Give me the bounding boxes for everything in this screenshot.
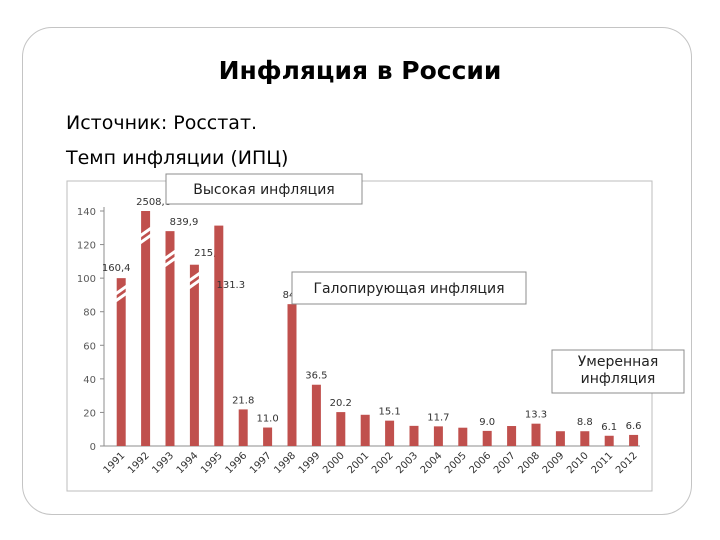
axis-break-mark bbox=[136, 231, 155, 247]
x-tick-label: 2001 bbox=[346, 450, 372, 476]
y-tick-label: 120 bbox=[77, 241, 96, 252]
bar-1996 bbox=[238, 409, 248, 446]
axis-break-mark bbox=[111, 289, 131, 305]
data-label: 2508,8 bbox=[136, 197, 171, 208]
x-tick-label: 1991 bbox=[102, 450, 128, 476]
x-tick-label: 2000 bbox=[321, 450, 347, 476]
chart-subtitle: Темп инфляции (ИПЦ) bbox=[66, 147, 289, 169]
bar-1998 bbox=[287, 304, 297, 446]
y-tick-label: 0 bbox=[90, 442, 96, 453]
x-tick-label: 2009 bbox=[541, 450, 567, 476]
data-label: 21.8 bbox=[232, 395, 254, 406]
y-tick-label: 60 bbox=[83, 341, 96, 352]
y-tick-label: 20 bbox=[83, 408, 96, 419]
bar-1991 bbox=[116, 278, 126, 446]
bar-2000 bbox=[336, 412, 346, 446]
bar-2011 bbox=[604, 435, 614, 446]
bar-2008 bbox=[531, 423, 541, 446]
annotation-text: Умеренная bbox=[578, 354, 659, 370]
axis-break-mark bbox=[160, 247, 180, 263]
data-label: 36.5 bbox=[305, 371, 327, 382]
annotation-box bbox=[165, 173, 363, 205]
x-tick-label: 1999 bbox=[297, 450, 323, 476]
bar-2003 bbox=[409, 425, 419, 446]
axis-break-mark bbox=[160, 254, 180, 270]
x-tick-label: 2007 bbox=[492, 450, 518, 476]
bar-1993 bbox=[165, 231, 175, 446]
x-tick-label: 2011 bbox=[590, 450, 616, 476]
annotation-text: Высокая инфляция bbox=[193, 182, 334, 198]
slide-title: Инфляция в России bbox=[218, 56, 502, 85]
source-line: Источник: Росстат. bbox=[66, 112, 258, 134]
x-tick-label: 2006 bbox=[468, 450, 494, 476]
bar-2006 bbox=[482, 430, 492, 446]
y-tick-label: 80 bbox=[83, 308, 96, 319]
data-label: 6.1 bbox=[601, 422, 617, 433]
x-tick-label: 1997 bbox=[248, 450, 274, 476]
x-tick-label: 2002 bbox=[370, 450, 396, 476]
bar-1997 bbox=[263, 427, 273, 446]
data-label: 839,9 bbox=[170, 217, 199, 228]
bar-1999 bbox=[311, 384, 321, 446]
data-label: 8.8 bbox=[577, 417, 593, 428]
bar-2012 bbox=[629, 434, 639, 446]
x-tick-label: 2005 bbox=[443, 450, 469, 476]
data-label: 84 bbox=[283, 290, 296, 301]
data-label: 215,1 bbox=[194, 248, 223, 259]
bar-1995 bbox=[214, 225, 224, 446]
bar-2007 bbox=[507, 426, 517, 446]
data-label: 9.0 bbox=[479, 417, 495, 428]
x-tick-label: 1992 bbox=[126, 450, 152, 476]
data-label: 160,4 bbox=[102, 263, 131, 274]
x-tick-label: 1996 bbox=[224, 450, 250, 476]
x-tick-label: 1993 bbox=[150, 450, 176, 476]
x-tick-label: 2003 bbox=[394, 450, 420, 476]
bar-2009 bbox=[555, 431, 565, 446]
x-tick-label: 1994 bbox=[175, 450, 201, 476]
data-label: 6.6 bbox=[626, 421, 642, 432]
annotation-box bbox=[551, 349, 685, 394]
x-tick-label: 2012 bbox=[614, 450, 640, 476]
slide-frame bbox=[22, 27, 692, 515]
bar-2010 bbox=[580, 431, 590, 446]
annotation-box bbox=[291, 271, 527, 305]
annotation-text: Галопирующая инфляция bbox=[313, 281, 504, 297]
data-label: 20.2 bbox=[330, 398, 352, 409]
axis-break-mark bbox=[111, 282, 131, 298]
x-tick-label: 2004 bbox=[419, 450, 445, 476]
bar-2001 bbox=[360, 414, 370, 446]
bar-1994 bbox=[189, 264, 199, 446]
bar-1992 bbox=[141, 211, 151, 446]
data-label: 15.1 bbox=[378, 407, 400, 418]
y-tick-label: 100 bbox=[77, 274, 96, 285]
axis-break-mark bbox=[185, 269, 204, 285]
data-label: 131.3 bbox=[216, 280, 245, 291]
y-tick-label: 40 bbox=[83, 375, 96, 386]
axis-break-mark bbox=[136, 224, 155, 240]
data-label: 11.0 bbox=[256, 414, 278, 425]
x-tick-label: 1998 bbox=[272, 450, 298, 476]
data-label: 13.3 bbox=[525, 410, 547, 421]
annotation-text: инфляция bbox=[581, 371, 656, 387]
x-tick-label: 2008 bbox=[516, 450, 542, 476]
x-tick-label: 1995 bbox=[199, 450, 225, 476]
bar-2002 bbox=[385, 420, 395, 446]
y-tick-label: 140 bbox=[77, 207, 96, 218]
data-label: 11.7 bbox=[427, 412, 449, 423]
axis-break-mark bbox=[185, 276, 204, 292]
x-tick-label: 2010 bbox=[565, 450, 591, 476]
bar-2004 bbox=[433, 426, 443, 446]
bar-2005 bbox=[458, 427, 468, 446]
